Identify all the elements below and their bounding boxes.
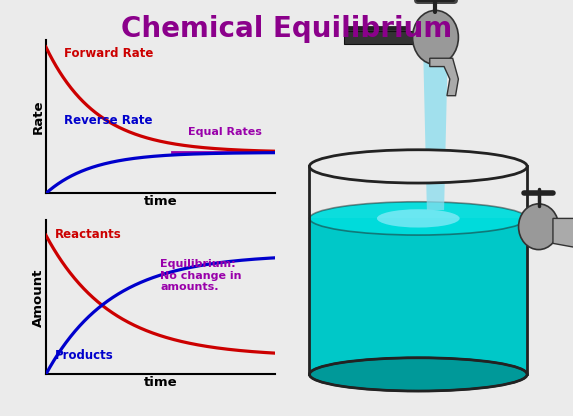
Ellipse shape [413,10,458,64]
Y-axis label: Rate: Rate [32,99,45,134]
Text: Reactants: Reactants [55,228,121,241]
Ellipse shape [309,202,527,235]
Polygon shape [553,218,573,248]
Ellipse shape [377,209,460,228]
X-axis label: time: time [144,376,177,389]
Text: Chemical Equilibrium: Chemical Equilibrium [121,15,452,42]
Polygon shape [430,58,458,96]
Text: Reverse Rate: Reverse Rate [64,114,152,127]
Polygon shape [344,31,421,44]
X-axis label: time: time [144,195,177,208]
Ellipse shape [309,150,527,183]
Text: Equal Rates: Equal Rates [188,127,262,137]
Ellipse shape [519,204,559,250]
Polygon shape [309,218,527,374]
Text: Equilibrium:
No change in
amounts.: Equilibrium: No change in amounts. [160,259,242,292]
Text: Forward Rate: Forward Rate [64,47,154,60]
Text: Products: Products [55,349,114,362]
Polygon shape [344,26,407,30]
Y-axis label: Amount: Amount [32,268,45,327]
Ellipse shape [309,358,527,391]
Polygon shape [422,25,449,210]
